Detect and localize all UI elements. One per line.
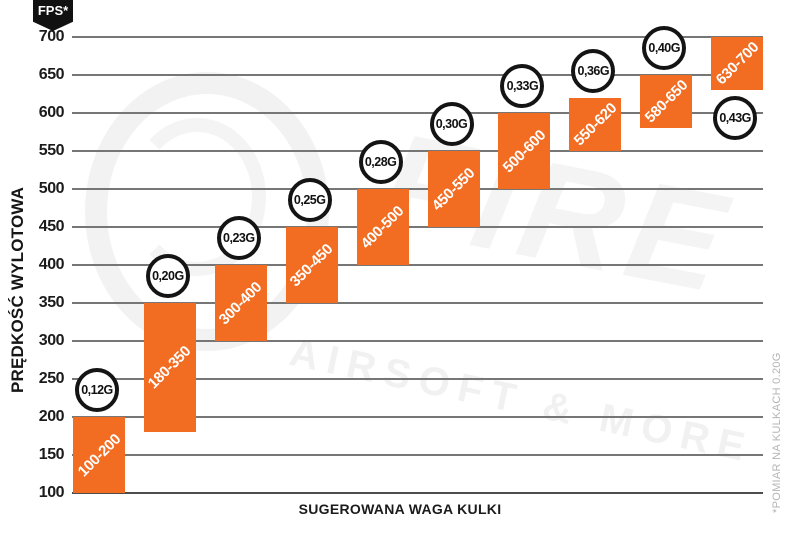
bar-range-label: 100-200 (74, 430, 124, 480)
bar-range-label: 300-400 (216, 278, 266, 328)
plot-area: 100-200 0,12G 180-350 0,20G 300-400 0,23G 350-… (72, 26, 764, 494)
bar-630-700: 630-700 (711, 37, 764, 91)
bar-300-400: 300-400 (214, 265, 267, 341)
measurement-footnote: *POMIAR NA KULKACH 0.20G (771, 352, 783, 514)
gridline-100 (72, 492, 763, 494)
y-tick-label-250: 250 (38, 370, 65, 387)
bar-range-label: 630-700 (712, 38, 762, 89)
y-tick-label-100: 100 (38, 484, 65, 501)
y-tick-label-300: 300 (38, 332, 65, 349)
bar-range-label: 580-650 (641, 76, 691, 127)
bar-450-550: 450-550 (427, 151, 480, 227)
bar-500-600: 500-600 (498, 113, 551, 189)
y-tick-label-650: 650 (38, 66, 65, 83)
y-tick-label-600: 600 (38, 104, 65, 121)
bar-100-200: 100-200 (73, 417, 125, 493)
y-tick-label-500: 500 (38, 180, 65, 197)
bar-range-label: 550-620 (570, 99, 621, 150)
bar-550-620: 550-620 (569, 97, 622, 151)
weight-badge-0,40G: 0,40G (642, 26, 687, 70)
weight-badge-0,25G: 0,25G (287, 178, 332, 222)
weight-badge-0,12G: 0,12G (75, 368, 119, 412)
gridline-550 (72, 150, 763, 152)
y-tick-label-700: 700 (38, 28, 65, 45)
gridline-350 (72, 302, 763, 304)
bar-range-label: 500-600 (499, 126, 550, 176)
weight-badge-0,33G: 0,33G (500, 64, 545, 108)
y-tick-label-200: 200 (38, 408, 65, 425)
gridline-700 (72, 36, 763, 38)
weight-badge-0,36G: 0,36G (571, 48, 616, 93)
gridline-450 (72, 226, 763, 228)
gridline-400 (72, 264, 763, 266)
bar-range-label: 400-500 (357, 202, 408, 252)
gridline-500 (72, 188, 763, 190)
gridline-600 (72, 112, 763, 114)
y-axis-title: PRĘDKOŚĆ WYLOTOWA (8, 186, 27, 394)
gridline-650 (72, 74, 763, 76)
y-tick-label-150: 150 (38, 446, 65, 463)
weight-badge-0,23G: 0,23G (216, 216, 261, 260)
bar-range-label: 450-550 (428, 164, 479, 214)
bar-400-500: 400-500 (356, 189, 409, 265)
bar-range-label: 350-450 (286, 240, 337, 290)
gridline-300 (72, 340, 763, 342)
bar-180-350: 180-350 (143, 303, 196, 433)
y-tick-label-450: 450 (38, 218, 65, 235)
y-tick-label-350: 350 (38, 294, 65, 311)
bar-350-450: 350-450 (285, 227, 338, 303)
weight-badge-0,20G: 0,20G (145, 254, 190, 298)
weight-badge-0,28G: 0,28G (358, 140, 403, 184)
gridline-200 (72, 416, 763, 418)
weight-badge-0,30G: 0,30G (429, 102, 474, 146)
weight-badge-0,43G: 0,43G (713, 96, 758, 141)
bar-580-650: 580-650 (640, 75, 693, 129)
gridline-250 (72, 378, 763, 380)
y-tick-label-550: 550 (38, 142, 65, 159)
x-axis-title: SUGEROWANA WAGA KULKI (298, 501, 502, 517)
y-tick-label-400: 400 (38, 256, 65, 273)
gridline-150 (72, 454, 763, 456)
bar-range-label: 180-350 (145, 342, 195, 393)
